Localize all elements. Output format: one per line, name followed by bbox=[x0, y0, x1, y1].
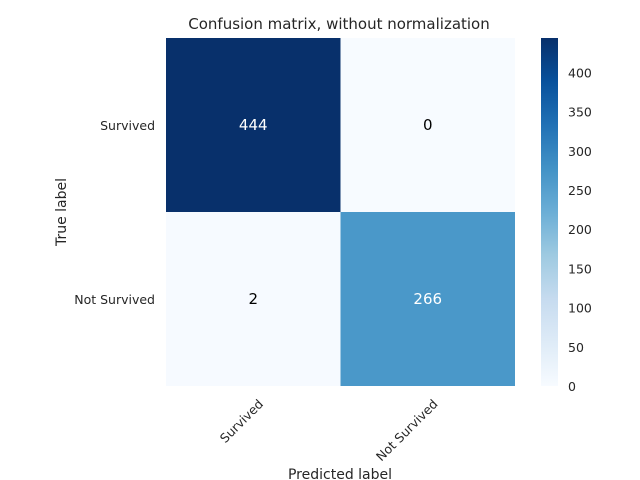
chart-title: Confusion matrix, without normalization bbox=[188, 15, 490, 33]
heatmap-cell bbox=[340, 38, 515, 212]
colorbar-tick-label: 400 bbox=[568, 65, 592, 80]
x-tick-labels: Survived Not Survived bbox=[217, 396, 441, 464]
heatmap-cell-labels: 444 0 2 266 bbox=[239, 116, 442, 308]
heatmap-cell bbox=[166, 38, 341, 212]
heatmap-cell bbox=[340, 212, 515, 386]
y-axis-title: True label bbox=[54, 178, 70, 247]
colorbar-tick-label: 350 bbox=[568, 105, 592, 120]
colorbar-tick-label: 0 bbox=[568, 379, 576, 394]
colorbar-ticks: 0 50 100 150 200 250 300 350 400 bbox=[568, 65, 592, 394]
y-tick-labels: Survived Not Survived bbox=[74, 118, 155, 307]
heatmap-cells bbox=[166, 38, 515, 386]
colorbar-tick-label: 100 bbox=[568, 301, 592, 316]
x-tick-label: Not Survived bbox=[373, 396, 441, 464]
cell-value-label: 444 bbox=[239, 116, 268, 134]
x-tick-label: Survived bbox=[217, 396, 266, 445]
colorbar-tick-label: 150 bbox=[568, 261, 592, 276]
y-tick-label: Not Survived bbox=[74, 292, 155, 307]
cell-value-label: 0 bbox=[423, 116, 433, 134]
y-tick-label: Survived bbox=[100, 118, 155, 133]
colorbar-tick-label: 50 bbox=[568, 340, 584, 355]
colorbar-tick-label: 300 bbox=[568, 144, 592, 159]
colorbar-tick-label: 200 bbox=[568, 222, 592, 237]
cell-value-label: 2 bbox=[248, 290, 258, 308]
colorbar-tick-label: 250 bbox=[568, 183, 592, 198]
x-axis-title: Predicted label bbox=[288, 467, 392, 480]
colorbar bbox=[541, 38, 558, 386]
cell-value-label: 266 bbox=[413, 290, 442, 308]
heatmap-cell bbox=[166, 212, 341, 386]
